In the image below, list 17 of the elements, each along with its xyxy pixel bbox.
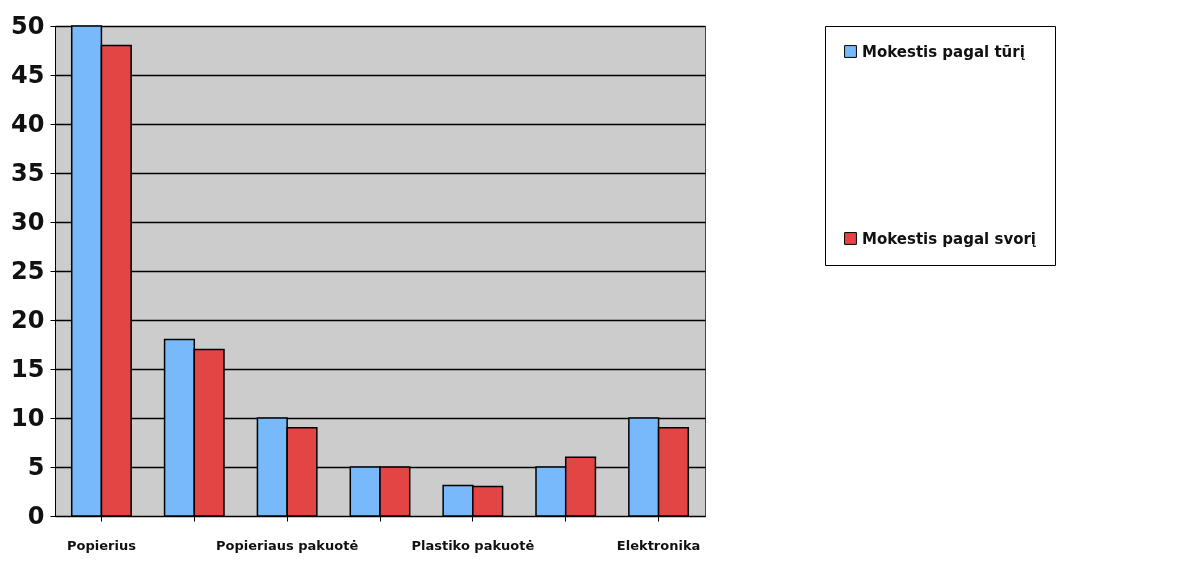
x-tick-label: Elektronika [616,537,701,553]
y-tick-label: 10 [11,403,45,432]
y-tick-label: 25 [11,256,45,285]
y-tick-label: 15 [11,354,45,383]
y-tick-label: 30 [11,207,45,236]
y-tick-label: 5 [27,452,45,481]
y-tick-label: 45 [11,60,45,89]
y-tick-label: 20 [11,305,45,334]
y-tick-label: 40 [11,109,45,138]
y-tick-label: 0 [27,501,45,530]
legend-label: Mokestis pagal tūrį [862,42,1026,61]
x-tick-label: Plastiko pakuotė [411,537,535,553]
y-tick-label: 50 [11,11,45,40]
y-tick-label: 35 [11,158,45,187]
x-tick-label: Popieriaus pakuotė [216,537,359,553]
x-tick-label: Popierius [66,537,137,553]
legend-label: Mokestis pagal svorį [862,229,1037,248]
